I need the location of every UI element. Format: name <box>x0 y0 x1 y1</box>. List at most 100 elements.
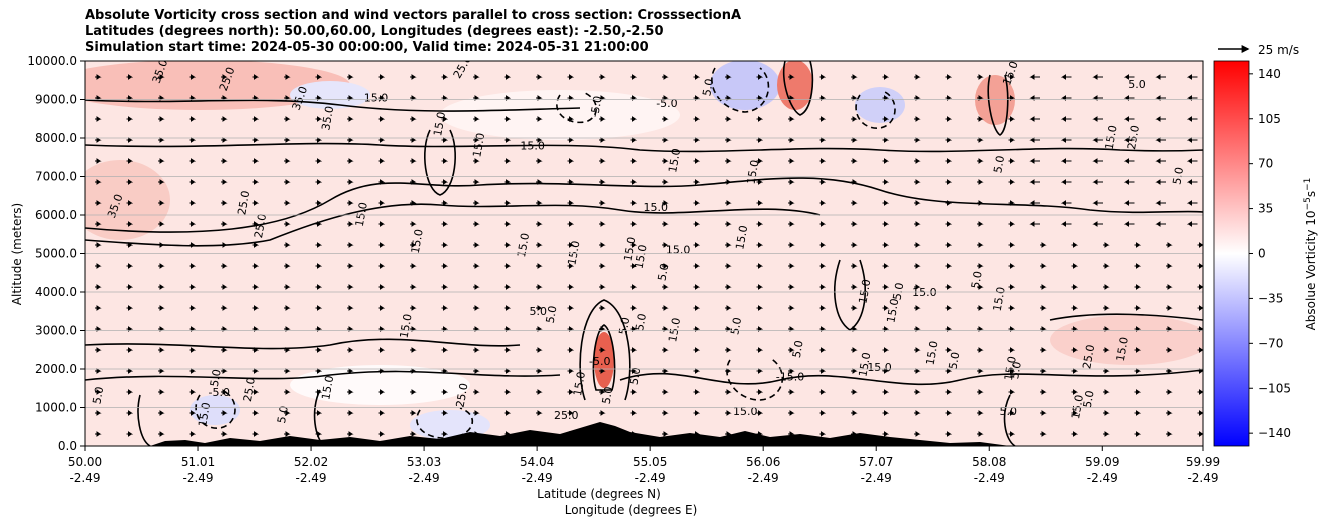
contour-label: 5.0 <box>1000 405 1018 418</box>
wind-vector <box>504 347 512 353</box>
wind-vector <box>284 431 291 437</box>
wind-vector <box>1155 158 1166 164</box>
x-tick-label-lon: -2.49 <box>748 471 779 485</box>
contour-lines <box>85 61 1203 446</box>
wind-vector <box>725 158 732 164</box>
wind-vector <box>693 179 701 185</box>
wind-vector <box>599 389 606 395</box>
wind-vector <box>693 74 701 80</box>
colorbar-tick-label: −70 <box>1258 336 1283 350</box>
wind-vector <box>221 347 228 353</box>
x-tick-label-lat: 55.05 <box>633 455 667 469</box>
wind-vector <box>284 389 291 395</box>
wind-vector <box>158 158 165 164</box>
wind-vector <box>1103 431 1110 437</box>
y-tick-label: 8000.0 <box>35 131 77 145</box>
y-axis-label: Altitude (meters) <box>10 203 24 305</box>
wind-vector <box>1166 284 1173 290</box>
contour-label: 15.0 <box>621 236 638 262</box>
wind-vector <box>95 242 102 248</box>
wind-vector <box>882 200 890 206</box>
wind-vector <box>788 158 795 164</box>
wind-vector <box>189 158 197 164</box>
wind-vector-field <box>95 74 1203 437</box>
wind-vector <box>1040 347 1047 353</box>
field-patch-pos-peak <box>777 61 813 110</box>
wind-vector <box>158 389 165 395</box>
contour-line <box>85 99 581 112</box>
wind-vector <box>441 305 449 311</box>
wind-vector <box>1197 431 1203 437</box>
wind-vector <box>1103 347 1110 353</box>
wind-vector <box>410 305 417 311</box>
wind-vector <box>819 74 827 80</box>
wind-vector <box>221 158 228 164</box>
contour-line <box>85 370 561 381</box>
wind-vector <box>315 116 323 122</box>
wind-vector <box>95 179 102 185</box>
wind-vector <box>189 179 197 185</box>
wind-vector <box>725 284 732 290</box>
wind-vector <box>221 116 228 122</box>
wind-vector <box>441 158 449 164</box>
y-tick-label: 9000.0 <box>35 93 77 107</box>
wind-vector <box>378 305 386 311</box>
contour-label: 25.0 <box>554 409 579 422</box>
wind-vector <box>441 242 449 248</box>
wind-vector <box>504 74 512 80</box>
wind-vector <box>630 263 638 269</box>
wind-vector <box>1008 242 1016 248</box>
wind-vector <box>725 116 732 122</box>
wind-vector <box>1197 284 1203 290</box>
wind-vector <box>284 116 291 122</box>
wind-vector <box>977 410 984 416</box>
wind-vector <box>1008 74 1016 80</box>
wind-vector <box>693 221 701 227</box>
wind-vector <box>788 389 795 395</box>
wind-vector <box>693 389 701 395</box>
colorbar-tick-label: 70 <box>1258 157 1273 171</box>
wind-vector <box>252 116 260 122</box>
wind-vector <box>189 431 197 437</box>
wind-vector <box>284 347 291 353</box>
wind-vector <box>1166 263 1173 269</box>
wind-vector <box>378 431 386 437</box>
wind-vector <box>693 410 701 416</box>
contour-label: 15.0 <box>744 159 761 185</box>
contour-line-negative <box>726 357 784 401</box>
wind-vector <box>693 242 701 248</box>
contour-line <box>85 142 1203 153</box>
contour-label-group: 35.0 25.035.025.015.035.0 15.015.0 15.0-5.0… <box>90 61 1186 428</box>
wind-vector <box>725 200 732 206</box>
wind-vector <box>126 116 134 122</box>
contour-label: 5.0 <box>633 312 649 331</box>
wind-vector <box>882 221 890 227</box>
wind-vector <box>1103 284 1110 290</box>
wind-vector <box>1040 263 1047 269</box>
wind-vector <box>1071 305 1079 311</box>
wind-vector <box>599 284 606 290</box>
wind-vector <box>1166 389 1173 395</box>
wind-vector <box>158 242 165 248</box>
wind-vector <box>1186 221 1198 227</box>
wind-vector <box>347 263 354 269</box>
wind-vector <box>693 347 701 353</box>
wind-vector <box>410 158 417 164</box>
x-tick-label-lat: 52.02 <box>294 455 328 469</box>
field-patch-mid <box>594 332 614 388</box>
wind-vector <box>1008 179 1016 185</box>
wind-vector <box>315 389 323 395</box>
wind-vector <box>662 347 669 353</box>
wind-vector <box>1029 200 1040 206</box>
wind-vector <box>126 242 134 248</box>
wind-vector <box>441 179 449 185</box>
wind-vector <box>473 200 480 206</box>
wind-vector <box>788 410 795 416</box>
wind-vector <box>410 284 417 290</box>
wind-vector <box>977 305 984 311</box>
wind-vector <box>189 263 197 269</box>
wind-vector <box>284 410 291 416</box>
wind-vector <box>410 410 417 416</box>
wind-vector <box>1134 242 1142 248</box>
wind-vector <box>599 221 606 227</box>
